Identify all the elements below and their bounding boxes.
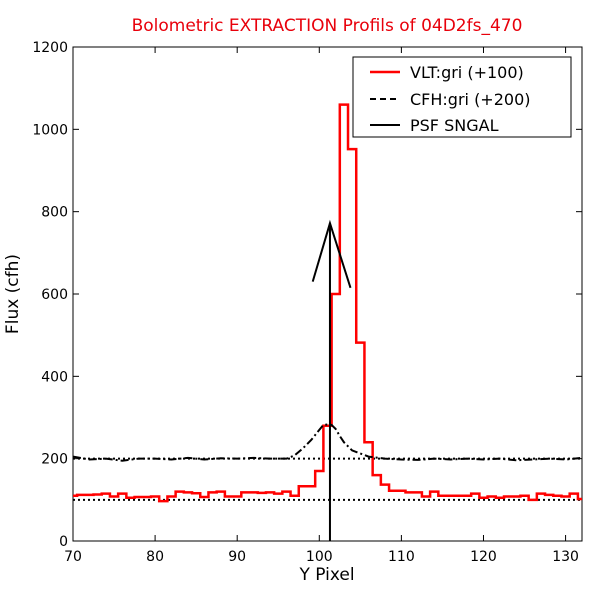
y-tick-label: 1000 xyxy=(32,122,68,138)
y-tick-label: 800 xyxy=(41,205,68,221)
x-tick-label: 120 xyxy=(470,549,497,565)
x-tick-label: 130 xyxy=(552,549,579,565)
x-axis-label: Y Pixel xyxy=(298,565,354,585)
series-layer xyxy=(73,103,582,541)
y-tick-label: 1200 xyxy=(32,40,68,56)
y-tick-label: 200 xyxy=(41,452,68,468)
series-cfh-gri xyxy=(73,423,582,462)
series-vlt-gri xyxy=(73,103,582,503)
x-tick-label: 90 xyxy=(228,549,246,565)
x-axis: 70 80 90 100 110 120 130 xyxy=(64,47,579,565)
x-tick-label: 110 xyxy=(388,549,415,565)
y-tick-label: 0 xyxy=(59,534,68,550)
legend-box xyxy=(352,56,572,138)
series-psf-sngal-segment-0 xyxy=(311,219,352,289)
x-tick-label: 100 xyxy=(306,549,333,565)
x-tick-label: 70 xyxy=(64,549,82,565)
legend: VLT:gri (+100) CFH:gri (+200) PSF SNGAL xyxy=(352,56,572,138)
chart-title: Bolometric EXTRACTION Profils of 04D2fs_… xyxy=(132,16,523,36)
y-tick-label: 400 xyxy=(41,369,68,385)
x-tick-label: 80 xyxy=(146,549,164,565)
reference-lines xyxy=(73,457,582,501)
y-axis-label: Flux (cfh) xyxy=(3,254,23,334)
y-axis: 0 200 400 600 800 1000 1200 xyxy=(32,40,582,550)
legend-label-vlt: VLT:gri (+100) xyxy=(410,63,524,82)
y-tick-label: 600 xyxy=(41,287,68,303)
legend-label-psf: PSF SNGAL xyxy=(410,116,499,135)
legend-label-cfh: CFH:gri (+200) xyxy=(410,90,531,109)
